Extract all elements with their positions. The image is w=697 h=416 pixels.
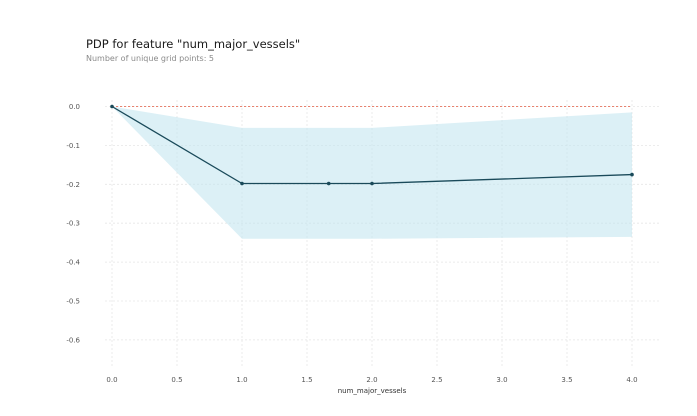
y-tick-label: -0.6 (66, 336, 80, 344)
y-tick-label: -0.3 (66, 220, 80, 228)
x-tick-label: 0.5 (171, 376, 182, 384)
x-tick-label: 1.5 (301, 376, 312, 384)
pdp-point (370, 181, 374, 186)
y-tick-label: -0.1 (66, 142, 80, 150)
x-tick-label: 2.0 (366, 376, 377, 384)
chart-title: PDP for feature "num_major_vessels" (86, 37, 301, 51)
pdp-point (326, 181, 331, 186)
x-tick-label: 3.5 (561, 376, 572, 384)
y-tick-label: -0.2 (66, 181, 80, 189)
confidence-band-layer (112, 106, 632, 239)
x-tick-label: 2.5 (431, 376, 442, 384)
x-axis-label: num_major_vessels (338, 387, 407, 395)
pdp-point (110, 104, 114, 109)
pdp-point (630, 172, 634, 177)
confidence-band (112, 106, 632, 239)
x-tick-label: 3.0 (496, 376, 507, 384)
y-tick-label: -0.4 (66, 259, 80, 267)
series-points-layer (110, 104, 634, 186)
tick-labels-layer: 0.0 0.5 1.0 1.5 2.0 2.5 3.0 3.5 4.0 0.0 -0.1 -0.2 -0… (66, 103, 637, 384)
x-tick-label: 4.0 (626, 376, 637, 384)
y-tick-label: -0.5 (66, 298, 80, 306)
x-tick-label: 1.0 (236, 376, 247, 384)
x-tick-label: 0.0 (106, 376, 117, 384)
pdp-point (240, 181, 244, 186)
chart-subtitle: Number of unique grid points: 5 (86, 54, 215, 63)
y-tick-label: 0.0 (69, 103, 80, 111)
